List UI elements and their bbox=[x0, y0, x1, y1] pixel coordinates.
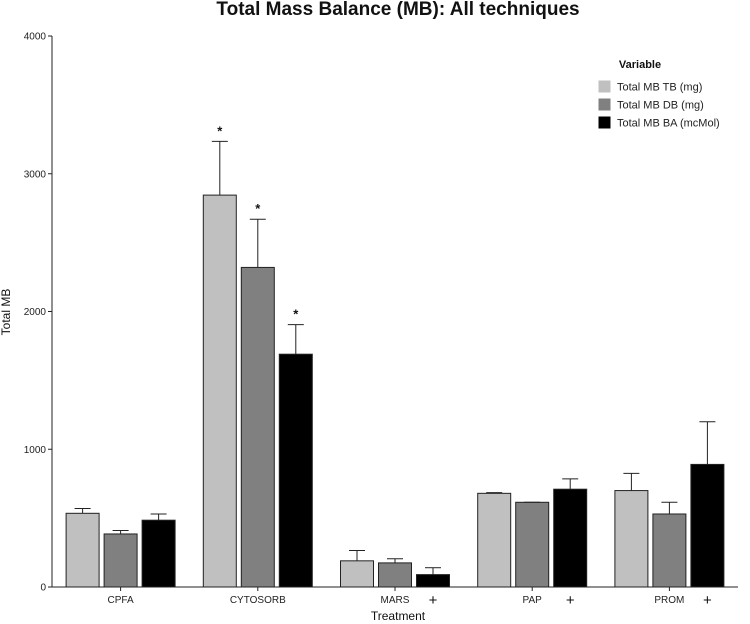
significance-marker: * bbox=[255, 201, 261, 216]
x-tick-label: PAP bbox=[523, 595, 543, 606]
x-tick-label: MARS bbox=[381, 595, 410, 606]
significance-marker: * bbox=[293, 307, 299, 322]
bar bbox=[553, 488, 588, 588]
category-annotation: + bbox=[566, 592, 575, 609]
legend: Total MB TB (mg) Total MB DB (mg) Total MB… bbox=[598, 80, 720, 130]
bar bbox=[690, 463, 725, 588]
legend-entry: Total MB BA (mcMol) bbox=[617, 118, 720, 130]
bar bbox=[477, 492, 512, 588]
legend-swatch bbox=[598, 116, 611, 129]
category-annotation: + bbox=[429, 592, 438, 609]
significance-marker: * bbox=[217, 123, 223, 138]
bar bbox=[515, 501, 550, 588]
bar bbox=[278, 353, 313, 588]
legend-entry: Total MB TB (mg) bbox=[617, 82, 702, 94]
bar bbox=[652, 513, 687, 588]
y-tick-label: 1000 bbox=[24, 445, 47, 456]
legend-title: Variable bbox=[619, 59, 661, 71]
y-tick-label: 4000 bbox=[24, 32, 47, 43]
legend-swatch bbox=[598, 98, 611, 111]
chart-title: Total Mass Balance (MB): All techniques bbox=[216, 0, 579, 20]
x-axis-label: Treatment bbox=[371, 609, 426, 623]
bar bbox=[65, 512, 100, 588]
x-tick-label: PROM bbox=[654, 595, 684, 606]
bar bbox=[240, 266, 275, 588]
plot-area: 0 1000 2000 3000 4000 CPFA CYTOSORB * * * MARS + PAP… bbox=[24, 32, 738, 609]
bar bbox=[103, 533, 138, 588]
bar bbox=[378, 562, 412, 588]
y-axis-label: Total MB bbox=[0, 289, 13, 336]
y-tick-label: 0 bbox=[40, 583, 46, 594]
y-tick-label: 2000 bbox=[24, 307, 47, 318]
legend-entry: Total MB DB (mg) bbox=[617, 100, 704, 112]
bar bbox=[614, 490, 649, 588]
bar bbox=[340, 560, 374, 588]
bar bbox=[202, 194, 237, 588]
bar bbox=[141, 519, 176, 588]
x-tick-label: CPFA bbox=[108, 595, 134, 606]
y-tick-label: 3000 bbox=[24, 169, 47, 180]
category-annotation: + bbox=[703, 592, 712, 609]
legend-swatch bbox=[598, 80, 611, 93]
bar bbox=[416, 574, 450, 588]
x-tick-label: CYTOSORB bbox=[230, 595, 286, 606]
